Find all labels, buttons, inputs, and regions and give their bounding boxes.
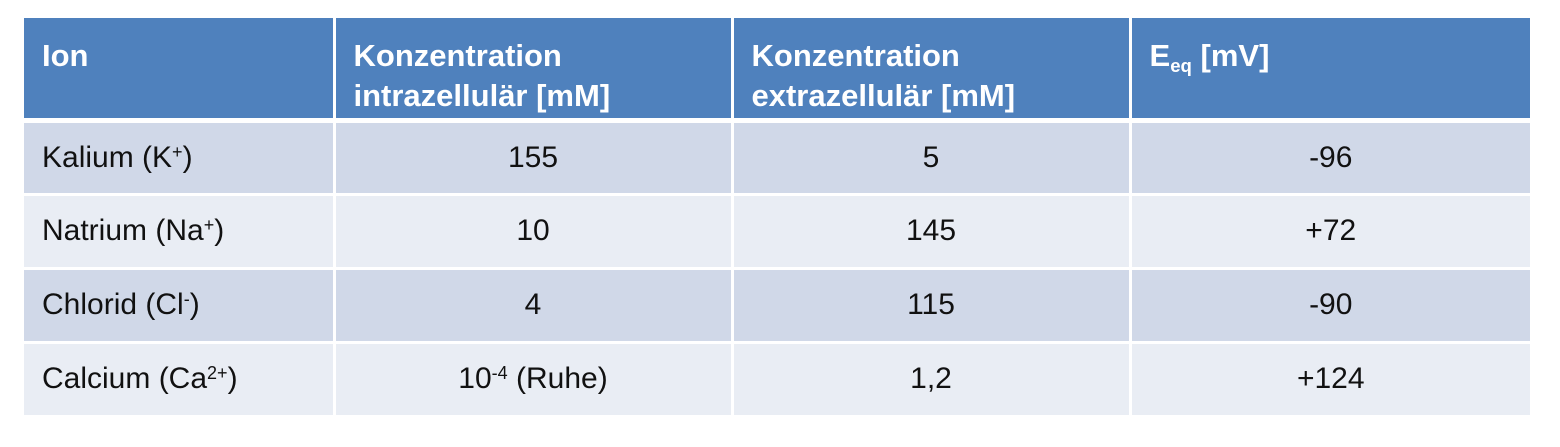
table-row: Natrium (Na+) 10 145 +72 bbox=[24, 194, 1530, 270]
header-intra: Konzentration intrazellulär [mM] bbox=[334, 18, 734, 123]
intra-cell: 10 bbox=[334, 194, 734, 270]
ion-cell: Chlorid (Cl-) bbox=[24, 268, 336, 344]
table-header-row: Ion Konzentration intrazellulär [mM] Kon… bbox=[24, 18, 1530, 123]
ion-concentration-table: Ion Konzentration intrazellulär [mM] Kon… bbox=[24, 18, 1530, 418]
ion-cell: Calcium (Ca2+) bbox=[24, 342, 336, 418]
ion-cell: Kalium (K+) bbox=[24, 120, 336, 196]
header-ion: Ion bbox=[24, 18, 336, 123]
eeq-cell: +124 bbox=[1130, 342, 1530, 418]
header-extra-line1: Konzentration bbox=[751, 38, 960, 73]
eeq-cell: -90 bbox=[1130, 268, 1530, 344]
header-eeq-sub: eq bbox=[1170, 54, 1192, 76]
table-row: Kalium (K+) 155 5 -96 bbox=[24, 120, 1530, 196]
intra-cell: 4 bbox=[334, 268, 734, 344]
extra-cell: 1,2 bbox=[732, 342, 1132, 418]
extra-cell: 145 bbox=[732, 194, 1132, 270]
header-intra-line1: Konzentration bbox=[353, 38, 562, 73]
header-eeq-unit: [mV] bbox=[1191, 38, 1270, 73]
intra-cell: 10-4 (Ruhe) bbox=[334, 342, 734, 418]
extra-cell: 5 bbox=[732, 120, 1132, 196]
header-intra-line2: intrazellulär [mM] bbox=[353, 78, 611, 113]
extra-cell: 115 bbox=[732, 268, 1132, 344]
header-eeq-main: E bbox=[1149, 38, 1171, 73]
table-row: Calcium (Ca2+) 10-4 (Ruhe) 1,2 +124 bbox=[24, 342, 1530, 418]
eeq-cell: +72 bbox=[1130, 194, 1530, 270]
eeq-cell: -96 bbox=[1130, 120, 1530, 196]
intra-cell: 155 bbox=[334, 120, 734, 196]
table-row: Chlorid (Cl-) 4 115 -90 bbox=[24, 268, 1530, 344]
header-extra: Konzentration extrazellulär [mM] bbox=[732, 18, 1132, 123]
ion-cell: Natrium (Na+) bbox=[24, 194, 336, 270]
header-eeq: Eeq [mV] bbox=[1130, 18, 1530, 123]
header-extra-line2: extrazellulär [mM] bbox=[751, 78, 1016, 113]
